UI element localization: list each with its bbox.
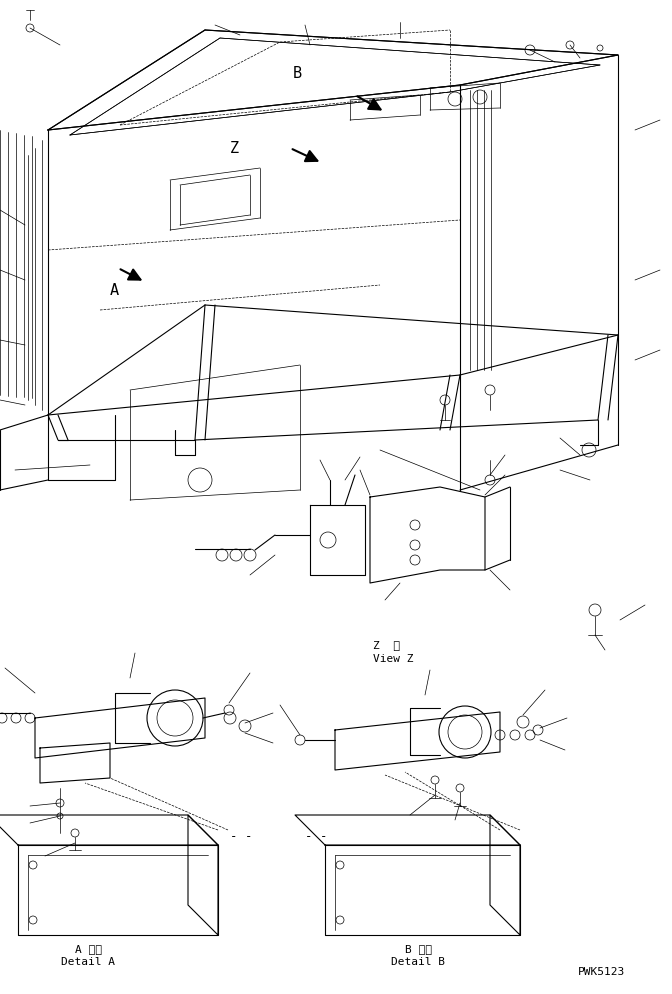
Text: Detail A: Detail A [61,957,115,967]
Text: View Z: View Z [373,654,413,664]
Text: A: A [110,283,119,298]
Text: - -: - - [305,830,327,843]
Text: Z: Z [230,141,239,156]
Text: B: B [293,66,302,81]
Text: Detail B: Detail B [391,957,445,967]
Text: Z  視: Z 視 [373,640,400,650]
Text: A 詳細: A 詳細 [75,944,101,954]
Text: PWK5123: PWK5123 [578,967,625,977]
Text: B 詳細: B 詳細 [405,944,431,954]
Text: - -: - - [230,830,253,843]
